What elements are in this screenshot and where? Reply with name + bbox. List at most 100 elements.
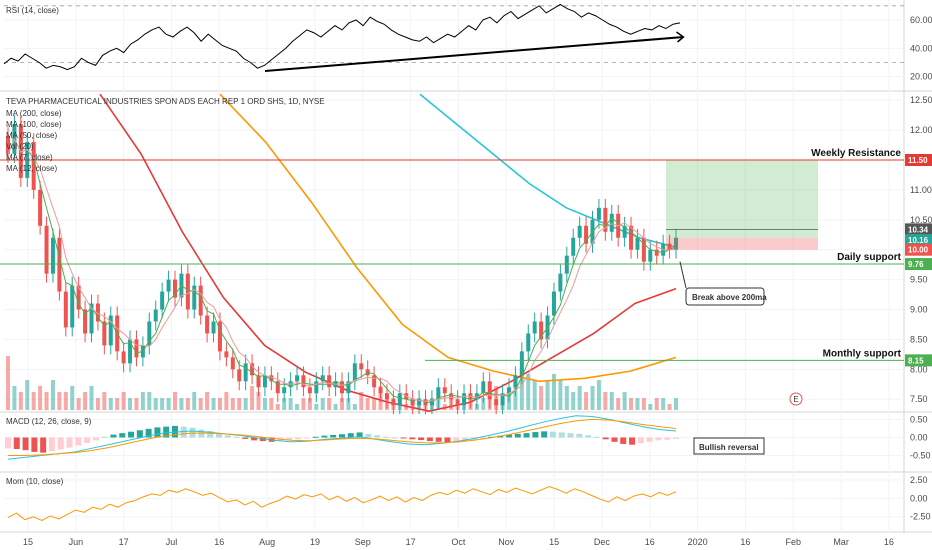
volume-bar <box>179 398 184 410</box>
volume-bar <box>205 392 210 410</box>
volume-bar <box>44 392 49 410</box>
volume-bar <box>596 380 601 410</box>
volume-bar <box>160 398 165 410</box>
volume-bar <box>95 398 100 410</box>
macd-histogram-bar <box>664 437 671 440</box>
callout-pointer <box>679 261 687 289</box>
x-tick-label: Jul <box>166 537 178 547</box>
candle <box>327 375 332 388</box>
macd-annotation-box <box>693 437 765 455</box>
level-label: Weekly Resistance <box>811 148 901 159</box>
volume-bar <box>365 398 370 410</box>
macd-histogram-bar <box>224 435 231 438</box>
candle <box>295 375 300 382</box>
candle <box>95 303 100 322</box>
candle <box>372 375 377 388</box>
candle <box>6 136 10 155</box>
macd-histogram-bar <box>215 433 222 438</box>
candle <box>359 363 364 370</box>
candle <box>500 393 505 406</box>
macd-histogram-bar <box>479 437 486 439</box>
x-tick-label: 17 <box>406 537 416 547</box>
volume-bar <box>275 404 280 410</box>
candle <box>153 309 158 322</box>
level-price-tag <box>905 354 932 367</box>
macd-histogram-bar <box>558 432 565 438</box>
volume-bar <box>63 392 68 410</box>
volume-bar <box>333 404 338 410</box>
macd-histogram-bar <box>75 437 82 446</box>
candle <box>314 381 319 394</box>
volume-bar <box>250 386 255 410</box>
candle <box>262 375 267 388</box>
volume-bar <box>211 398 216 410</box>
candle <box>340 381 344 394</box>
volume-bar <box>217 398 222 410</box>
candle <box>70 285 75 328</box>
volume-bar <box>256 392 261 410</box>
macd-histogram-bar <box>391 437 398 439</box>
candle <box>57 237 62 292</box>
volume-bar <box>147 392 152 410</box>
candle <box>507 387 511 394</box>
rsi-tick-label: 40.00 <box>910 43 932 53</box>
volume-bar <box>18 392 23 410</box>
volume-bar <box>571 392 576 410</box>
candle <box>38 189 43 226</box>
macd-histogram-bar <box>5 437 11 449</box>
macd-histogram-bar <box>119 433 126 438</box>
candle <box>307 387 312 394</box>
x-tick-label: Mar <box>833 537 849 547</box>
volume-bar <box>166 398 171 410</box>
callout-text: Break above 200ma <box>692 293 767 302</box>
volume-bar <box>282 398 287 410</box>
price-tick-label: 11.00 <box>910 185 932 195</box>
candle <box>31 142 36 190</box>
earnings-event-letter: E <box>793 395 798 404</box>
candle <box>603 207 608 232</box>
volume-bar <box>654 398 659 410</box>
ma-12-line <box>7 137 676 402</box>
volume-bar <box>224 392 229 410</box>
volume-bar <box>108 398 113 410</box>
price-tick-label: 8.50 <box>910 334 928 344</box>
volume-bar <box>134 398 139 410</box>
macd-histogram-bar <box>180 426 187 438</box>
macd-histogram-bar <box>400 437 407 439</box>
volume-bar <box>6 356 10 410</box>
candle <box>346 381 351 394</box>
candle <box>256 375 261 388</box>
candle <box>391 399 396 406</box>
volume-bar <box>121 392 126 410</box>
macd-title: MACD (12, 26, close, 9) <box>6 417 92 426</box>
candle <box>449 393 454 400</box>
volume-bar <box>622 392 627 410</box>
macd-tick-label: 0.00 <box>910 432 928 442</box>
candle <box>320 375 325 382</box>
macd-histogram-bar <box>646 437 653 442</box>
candle <box>192 285 197 310</box>
macd-histogram-bar <box>523 433 530 438</box>
volume-bar <box>590 386 595 410</box>
candle <box>211 321 216 334</box>
volume-bar <box>551 374 556 410</box>
price-tag-text: 10.34 <box>908 225 929 234</box>
candle <box>128 339 133 364</box>
candle <box>622 225 627 238</box>
volume-bar <box>230 398 235 410</box>
macd-histogram-bar <box>356 432 363 438</box>
volume-bar <box>648 404 653 410</box>
indicator-legend: MA (50, close) <box>6 131 57 140</box>
macd-histogram-bar <box>514 433 521 438</box>
candle <box>83 309 88 334</box>
macd-histogram-bar <box>101 436 108 438</box>
price-tag-text: 10.00 <box>908 246 929 255</box>
candle <box>224 351 229 358</box>
candle <box>410 399 415 406</box>
volume-bar <box>237 398 242 410</box>
candle <box>121 351 126 364</box>
macd-histogram-bar <box>312 436 319 438</box>
macd-histogram-bar <box>48 437 55 452</box>
